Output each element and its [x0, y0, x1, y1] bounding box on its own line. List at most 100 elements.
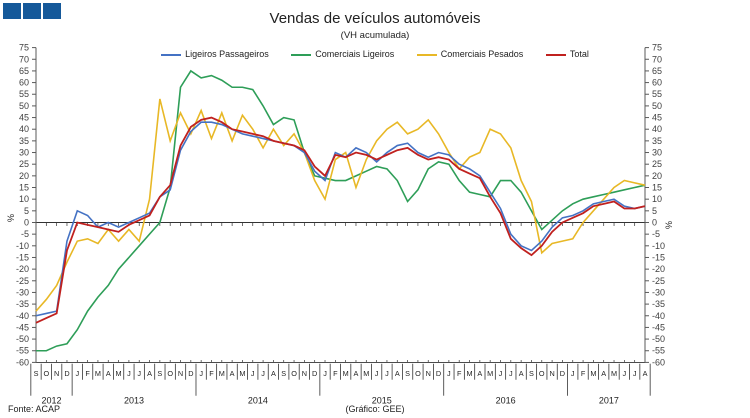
svg-text:20: 20: [19, 171, 29, 181]
svg-text:-60: -60: [652, 357, 665, 367]
svg-text:5: 5: [652, 206, 657, 216]
svg-text:M: M: [590, 369, 596, 378]
svg-text:-50: -50: [16, 334, 29, 344]
svg-text:-15: -15: [652, 253, 665, 263]
svg-text:J: J: [499, 369, 503, 378]
svg-text:J: J: [137, 369, 141, 378]
svg-text:N: N: [302, 369, 307, 378]
svg-text:J: J: [323, 369, 327, 378]
svg-text:55: 55: [19, 89, 29, 99]
svg-text:O: O: [43, 369, 49, 378]
svg-text:M: M: [363, 369, 369, 378]
svg-text:M: M: [95, 369, 101, 378]
svg-text:-25: -25: [652, 276, 665, 286]
svg-text:D: D: [64, 369, 69, 378]
svg-text:D: D: [312, 369, 317, 378]
svg-text:D: D: [436, 369, 441, 378]
svg-text:A: A: [106, 369, 111, 378]
svg-text:A: A: [601, 369, 606, 378]
svg-text:60: 60: [19, 78, 29, 88]
svg-text:A: A: [519, 369, 524, 378]
svg-text:J: J: [199, 369, 203, 378]
svg-text:S: S: [34, 369, 39, 378]
svg-text:A: A: [230, 369, 235, 378]
svg-text:35: 35: [19, 136, 29, 146]
svg-text:J: J: [261, 369, 265, 378]
svg-text:-10: -10: [652, 241, 665, 251]
svg-text:A: A: [643, 369, 648, 378]
svg-text:65: 65: [652, 66, 662, 76]
svg-text:N: N: [426, 369, 431, 378]
svg-text:30: 30: [652, 148, 662, 158]
svg-text:65: 65: [19, 66, 29, 76]
svg-text:45: 45: [19, 113, 29, 123]
svg-text:-30: -30: [16, 287, 29, 297]
svg-text:-35: -35: [16, 299, 29, 309]
svg-text:-15: -15: [16, 253, 29, 263]
svg-text:5: 5: [24, 206, 29, 216]
svg-text:J: J: [571, 369, 575, 378]
svg-text:70: 70: [19, 54, 29, 64]
svg-text:M: M: [239, 369, 245, 378]
svg-text:F: F: [457, 369, 462, 378]
svg-text:O: O: [291, 369, 297, 378]
svg-text:O: O: [415, 369, 421, 378]
svg-text:O: O: [539, 369, 545, 378]
svg-text:35: 35: [652, 136, 662, 146]
svg-text:25: 25: [652, 159, 662, 169]
svg-text:D: D: [560, 369, 565, 378]
svg-text:-5: -5: [652, 229, 660, 239]
svg-text:-55: -55: [652, 346, 665, 356]
svg-text:S: S: [281, 369, 286, 378]
svg-text:S: S: [529, 369, 534, 378]
svg-text:0: 0: [652, 218, 657, 228]
svg-text:-45: -45: [652, 322, 665, 332]
svg-text:%: %: [664, 221, 674, 229]
svg-text:0: 0: [24, 218, 29, 228]
svg-text:%: %: [6, 214, 16, 222]
svg-text:50: 50: [652, 101, 662, 111]
svg-text:30: 30: [19, 148, 29, 158]
svg-text:J: J: [127, 369, 131, 378]
svg-text:20: 20: [652, 171, 662, 181]
svg-text:J: J: [375, 369, 379, 378]
svg-text:-30: -30: [652, 287, 665, 297]
svg-text:A: A: [271, 369, 276, 378]
svg-text:M: M: [611, 369, 617, 378]
svg-text:10: 10: [19, 194, 29, 204]
svg-text:-55: -55: [16, 346, 29, 356]
svg-text:70: 70: [652, 54, 662, 64]
svg-text:J: J: [623, 369, 627, 378]
svg-text:M: M: [219, 369, 225, 378]
svg-text:J: J: [75, 369, 79, 378]
svg-text:-50: -50: [652, 334, 665, 344]
svg-text:60: 60: [652, 78, 662, 88]
svg-text:40: 40: [652, 124, 662, 134]
svg-text:F: F: [209, 369, 214, 378]
svg-text:N: N: [54, 369, 59, 378]
svg-text:-10: -10: [16, 241, 29, 251]
svg-text:J: J: [385, 369, 389, 378]
svg-text:N: N: [178, 369, 183, 378]
svg-text:F: F: [333, 369, 338, 378]
svg-text:75: 75: [652, 43, 662, 53]
svg-text:D: D: [188, 369, 193, 378]
svg-text:N: N: [549, 369, 554, 378]
svg-text:J: J: [251, 369, 255, 378]
svg-text:F: F: [85, 369, 90, 378]
svg-text:40: 40: [19, 124, 29, 134]
svg-text:-20: -20: [652, 264, 665, 274]
svg-text:-40: -40: [16, 311, 29, 321]
svg-text:M: M: [116, 369, 122, 378]
svg-text:M: M: [343, 369, 349, 378]
svg-text:J: J: [509, 369, 513, 378]
svg-text:-35: -35: [652, 299, 665, 309]
svg-text:M: M: [487, 369, 493, 378]
svg-text:15: 15: [652, 183, 662, 193]
svg-text:A: A: [477, 369, 482, 378]
svg-text:S: S: [405, 369, 410, 378]
svg-text:-40: -40: [652, 311, 665, 321]
svg-text:A: A: [354, 369, 359, 378]
svg-text:S: S: [157, 369, 162, 378]
svg-text:-20: -20: [16, 264, 29, 274]
